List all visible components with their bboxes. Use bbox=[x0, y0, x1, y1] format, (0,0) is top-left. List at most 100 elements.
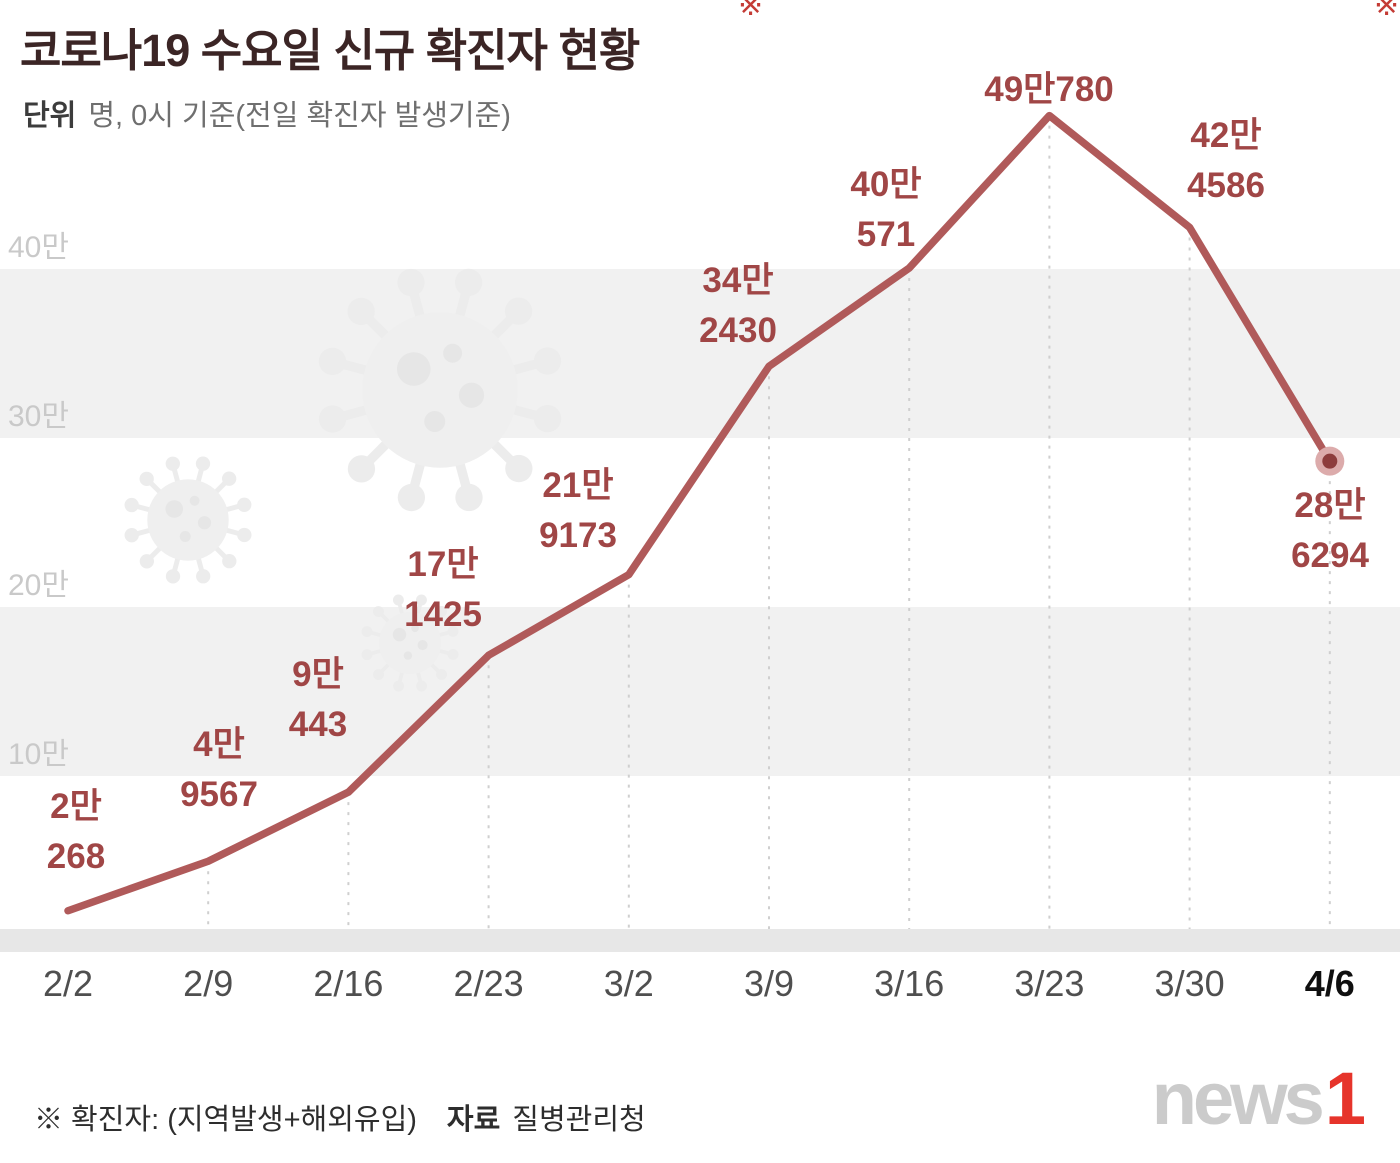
virus-spike-tip bbox=[393, 680, 405, 692]
virus-spike-tip bbox=[165, 569, 181, 584]
virus-dot bbox=[392, 627, 407, 642]
data-line bbox=[64, 111, 1334, 915]
virus-dot bbox=[417, 640, 428, 651]
crop-mark-icon: ※ bbox=[1374, 0, 1400, 22]
y-axis-label: 30만 bbox=[8, 400, 69, 433]
virus-spike-tip bbox=[318, 405, 347, 433]
virus-dot bbox=[458, 382, 485, 408]
virus-spike-tip bbox=[196, 569, 211, 584]
virus-spike-tip bbox=[504, 297, 533, 325]
x-axis-label: 2/23 bbox=[454, 963, 524, 1004]
virus-spike-tip bbox=[139, 554, 154, 569]
virus-spike-tip bbox=[237, 497, 252, 512]
data-label: 9173 bbox=[539, 516, 617, 555]
virus-spike-tip bbox=[416, 680, 428, 692]
x-axis-label: 3/9 bbox=[744, 963, 794, 1004]
crop-mark-icon: ※ bbox=[738, 0, 764, 22]
data-label: 42만 bbox=[1190, 116, 1261, 155]
data-label: 17만 bbox=[407, 545, 478, 584]
virus-spike-tip bbox=[373, 606, 384, 618]
virus-spike-tip bbox=[447, 648, 459, 660]
virus-dot bbox=[179, 531, 191, 542]
data-label: 49만780 bbox=[984, 70, 1114, 109]
data-label: 268 bbox=[47, 837, 105, 876]
data-label: 443 bbox=[289, 705, 347, 744]
virus-spike-tip bbox=[195, 456, 211, 471]
virus-dot bbox=[403, 651, 413, 660]
virus-body bbox=[362, 312, 518, 468]
virus-icon bbox=[361, 594, 459, 692]
virus-decorations bbox=[124, 268, 562, 692]
data-label: 21만 bbox=[542, 466, 613, 505]
data-label: 40만 bbox=[850, 165, 921, 204]
virus-icon bbox=[318, 268, 562, 512]
virus-spike-tip bbox=[436, 668, 447, 680]
x-axis-label: 2/16 bbox=[313, 963, 383, 1004]
data-label: 28만 bbox=[1294, 486, 1365, 525]
virus-spike-tip bbox=[373, 669, 385, 680]
y-axis-label: 20만 bbox=[8, 569, 69, 602]
virus-spike-tip bbox=[361, 649, 373, 661]
virus-dot bbox=[424, 411, 446, 432]
virus-spike-tip bbox=[222, 471, 237, 486]
news1-logo: news1 bbox=[1152, 1062, 1366, 1136]
page-title: 코로나19 수요일 신규 확진자 현황 bbox=[20, 25, 640, 76]
grid-band bbox=[0, 607, 1400, 776]
data-label: 2430 bbox=[699, 311, 777, 350]
virus-spike-tip bbox=[447, 625, 459, 637]
virus-spike-tip bbox=[222, 554, 237, 569]
data-label: 9567 bbox=[180, 775, 258, 814]
gridline-bands bbox=[0, 269, 1400, 776]
x-axis-label: 3/23 bbox=[1014, 963, 1084, 1004]
x-axis-band bbox=[0, 929, 1400, 952]
virus-spike-tip bbox=[392, 594, 404, 606]
line-chart: 40만 30만 20만 10만 2만 268 4만 9567 9만 443 17만 1425 21만 9… bbox=[0, 70, 1400, 1004]
logo-one-text: 1 bbox=[1324, 1057, 1366, 1140]
virus-spike-tip bbox=[124, 528, 139, 543]
virus-dot bbox=[189, 495, 200, 506]
virus-dot bbox=[396, 352, 431, 386]
virus-spike-tip bbox=[533, 347, 562, 375]
x-axis-labels: 2/2 2/9 2/16 2/23 3/2 3/9 3/16 3/23 3/30 4/6 bbox=[43, 963, 1355, 1004]
source-label: 자료 bbox=[446, 1104, 501, 1136]
virus-spike-tip bbox=[318, 347, 347, 376]
virus-spike-tip bbox=[237, 527, 252, 543]
y-axis-label: 10만 bbox=[8, 738, 69, 771]
data-labels: 2만 268 4만 9567 9만 443 17만 1425 21만 9173 34만 2430 40만… bbox=[47, 70, 1370, 876]
data-label: 2만 bbox=[50, 787, 102, 826]
virus-dot bbox=[197, 516, 212, 530]
vertical-gridline-dashes bbox=[207, 115, 1331, 929]
virus-body bbox=[147, 479, 229, 561]
y-axis-label: 40만 bbox=[8, 231, 69, 264]
x-axis-label: 2/9 bbox=[183, 963, 233, 1004]
virus-spike-tip bbox=[533, 404, 562, 433]
y-axis-labels: 40만 30만 20만 10만 bbox=[8, 231, 69, 771]
x-axis-label: 3/16 bbox=[874, 963, 944, 1004]
data-label: 4586 bbox=[1187, 166, 1265, 205]
x-axis-label: 4/6 bbox=[1305, 963, 1355, 1004]
virus-spike-tip bbox=[415, 594, 427, 606]
grid-band bbox=[0, 269, 1400, 438]
virus-spike-tip bbox=[397, 268, 425, 297]
marker-dot bbox=[1322, 453, 1338, 469]
virus-spike-tip bbox=[347, 455, 376, 483]
x-axis-label: 3/2 bbox=[604, 963, 654, 1004]
data-label: 1425 bbox=[404, 595, 482, 634]
footnote: ※ 확진자: (지역발생+해외유입) 자료 질병관리청 bbox=[34, 1096, 646, 1138]
data-label: 4만 bbox=[193, 725, 245, 764]
virus-body bbox=[378, 611, 442, 675]
data-label: 571 bbox=[857, 215, 915, 254]
data-label: 9만 bbox=[292, 655, 344, 694]
virus-dot bbox=[443, 343, 463, 363]
virus-spike-tip bbox=[347, 297, 375, 326]
virus-spike-tip bbox=[397, 483, 426, 512]
virus-spike-tip bbox=[435, 606, 447, 617]
x-axis-label: 2/2 bbox=[43, 963, 93, 1004]
virus-spike-tip bbox=[361, 626, 373, 638]
x-axis-label: 3/30 bbox=[1155, 963, 1225, 1004]
logo-news-text: news bbox=[1151, 1057, 1325, 1140]
virus-spike-tip bbox=[455, 483, 483, 512]
unit-label: 단위 bbox=[23, 100, 77, 132]
chart-subtitle: 단위 명, 0시 기준(전일 확진자 발생기준) bbox=[23, 92, 511, 134]
